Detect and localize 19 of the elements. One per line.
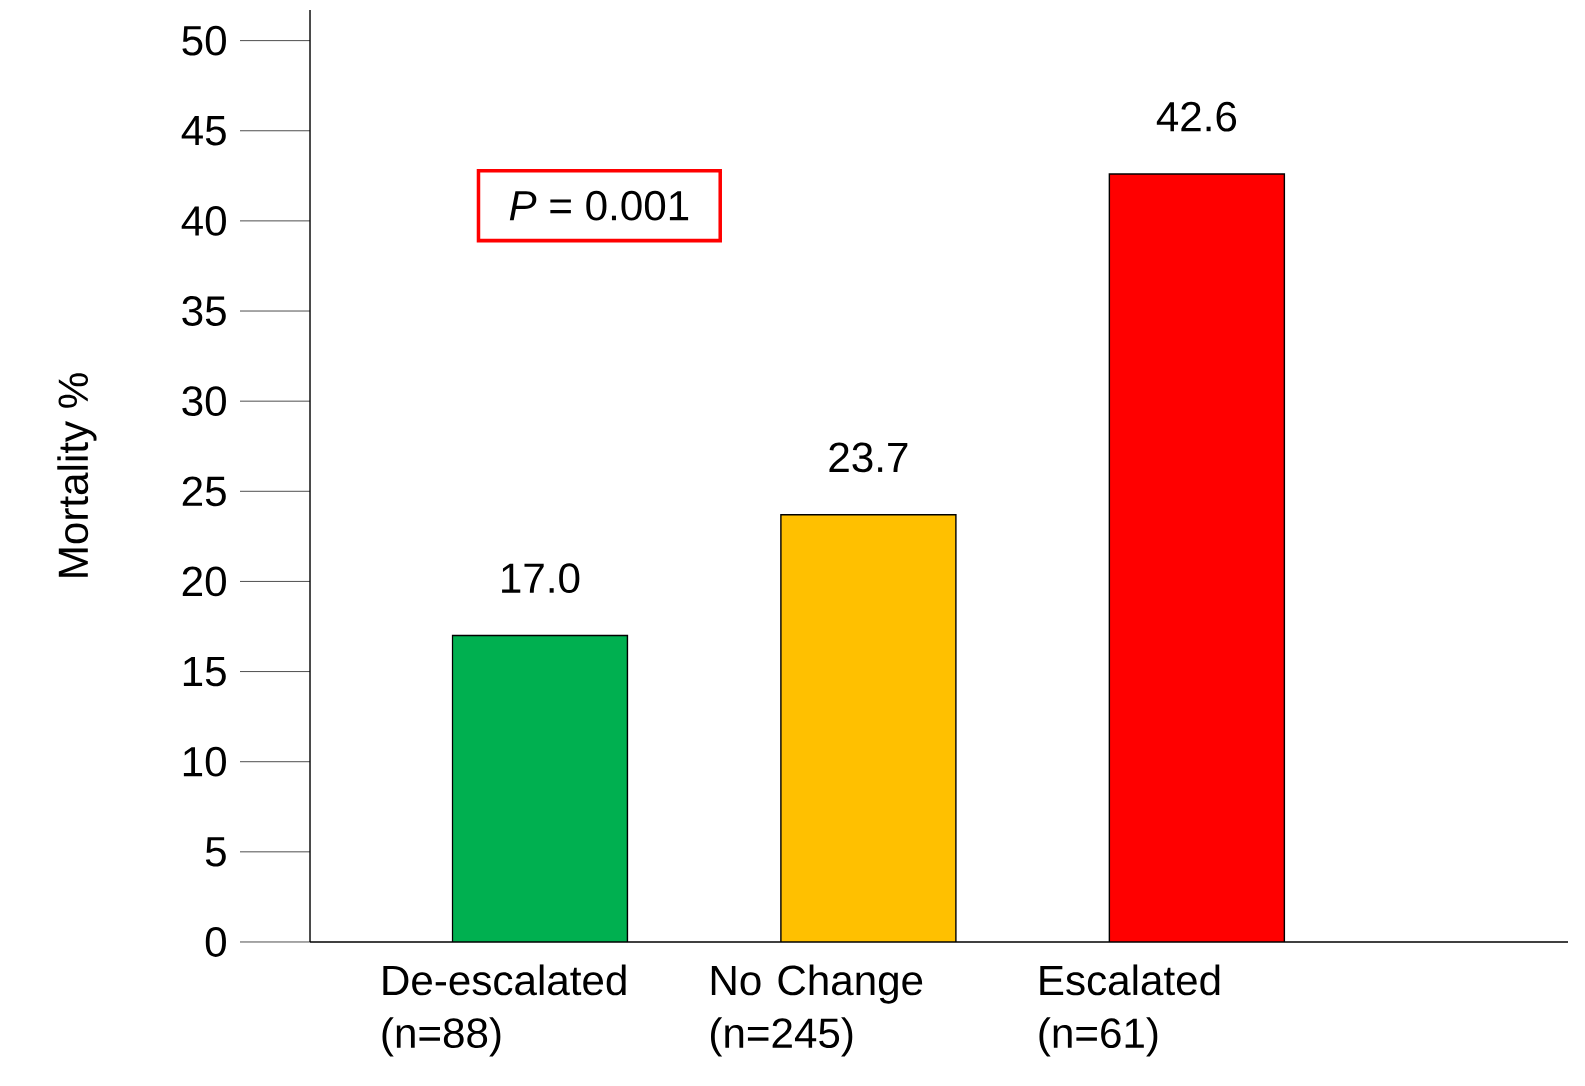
annotation: P = 0.001 [509, 190, 689, 221]
data-label: 23.7 [829, 442, 908, 473]
y-tick-label: 15 [183, 656, 226, 687]
y-tick-label: 25 [182, 476, 226, 507]
y-tick-label: 35 [182, 296, 226, 326]
y-tick-label: 5 [205, 837, 226, 867]
y-axis-title: Mortality % [57, 373, 97, 577]
x-tick-label: Escalated (n=61) [1039, 964, 1220, 1057]
x-tick-label: De-escalated (n=88) [382, 964, 626, 1057]
y-tick-label: 45 [181, 116, 226, 146]
y-tick-label: 40 [181, 205, 226, 236]
data-label: 17.0 [502, 563, 580, 594]
data-label: 42.6 [1156, 101, 1237, 132]
y-tick-label: 50 [182, 25, 226, 56]
y-tick-label: 20 [182, 566, 226, 597]
y-tick-label: 0 [205, 927, 226, 957]
y-tick-label: 10 [183, 746, 226, 777]
x-tick-label: No Change (n=245) [710, 964, 923, 1057]
y-tick-label: 30 [182, 386, 226, 417]
